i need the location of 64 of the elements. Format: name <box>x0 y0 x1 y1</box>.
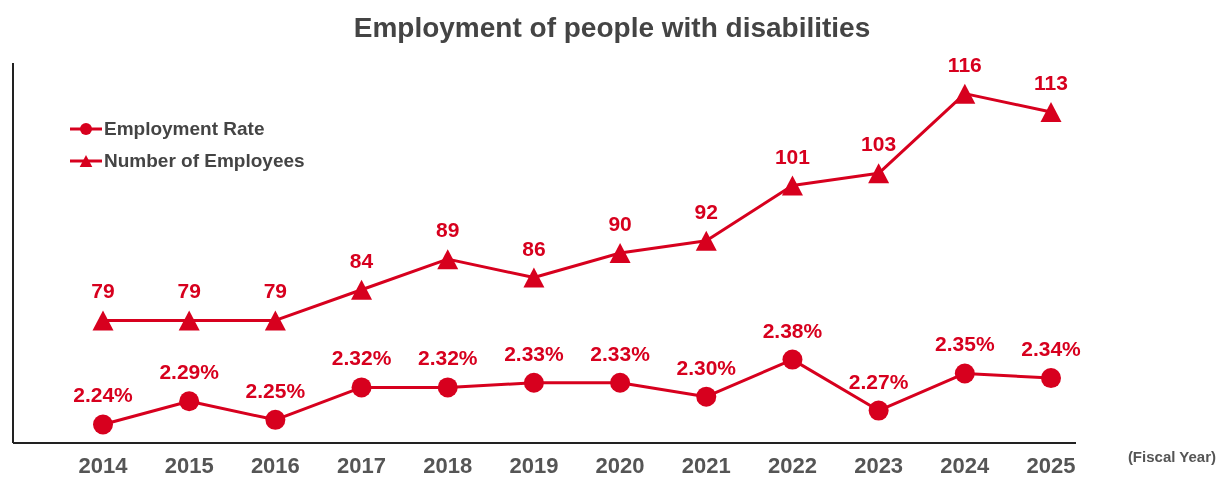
data-label: 79 <box>91 279 115 303</box>
point <box>92 310 114 331</box>
chart-title: Employment of people with disabilities <box>352 12 872 44</box>
data-label: 2.32% <box>331 346 392 370</box>
point <box>264 310 286 331</box>
x-tick-label: 2015 <box>164 452 214 478</box>
x-axis-title: (Fiscal Year) <box>1127 448 1216 465</box>
point <box>351 377 372 398</box>
point <box>437 249 459 270</box>
point <box>265 409 286 430</box>
x-tick-label: 2021 <box>681 452 731 478</box>
data-label: 103 <box>861 132 897 156</box>
point <box>954 363 975 384</box>
data-label: 2.33% <box>590 341 651 365</box>
data-label: 2.33% <box>504 341 565 365</box>
data-label: 86 <box>522 236 546 260</box>
x-tick-label: 2019 <box>509 452 559 478</box>
point <box>695 230 717 251</box>
point <box>1040 102 1062 123</box>
data-label: 89 <box>436 218 460 242</box>
data-label: 101 <box>774 144 811 168</box>
data-label: 2.29% <box>159 360 220 384</box>
data-label: 2.32% <box>417 346 478 370</box>
point <box>782 349 803 370</box>
point <box>179 391 200 412</box>
x-tick-label: 2022 <box>767 452 817 478</box>
point <box>954 83 976 104</box>
data-label: 79 <box>177 279 201 303</box>
point <box>781 175 803 196</box>
legend-label: Number of Employees <box>104 150 305 172</box>
data-label: 84 <box>349 248 374 272</box>
point <box>868 400 889 421</box>
x-tick-label: 2025 <box>1026 452 1076 478</box>
point <box>610 372 631 393</box>
point <box>696 386 717 407</box>
x-tick-label: 2016 <box>250 452 300 478</box>
point <box>437 377 458 398</box>
data-label: 90 <box>608 212 632 235</box>
point <box>609 243 631 263</box>
point <box>868 163 890 184</box>
data-label: 116 <box>947 52 982 76</box>
x-tick-label: 2014 <box>78 452 129 478</box>
x-tick-label: 2018 <box>423 452 473 478</box>
data-label: 2.38% <box>762 318 823 342</box>
data-label: 79 <box>263 279 288 303</box>
data-label: 2.24% <box>73 383 134 407</box>
data-label: 2.35% <box>935 332 995 356</box>
x-tick-label: 2017 <box>337 452 387 478</box>
x-tick-label: 2020 <box>595 452 645 478</box>
x-tick-label: 2023 <box>854 452 904 478</box>
x-tick-label: 2024 <box>940 452 991 478</box>
data-label: 2.25% <box>245 378 306 402</box>
data-label: 2.34% <box>1021 337 1082 361</box>
data-label: 92 <box>694 199 718 223</box>
data-label: 2.27% <box>848 369 909 393</box>
point <box>1041 368 1061 389</box>
point <box>523 267 545 288</box>
point <box>178 310 200 331</box>
point <box>351 279 373 300</box>
data-label: 113 <box>1034 71 1068 95</box>
point <box>523 372 544 393</box>
legend-label: Employment Rate <box>104 118 265 140</box>
data-label: 2.30% <box>676 355 737 379</box>
point <box>93 414 113 435</box>
